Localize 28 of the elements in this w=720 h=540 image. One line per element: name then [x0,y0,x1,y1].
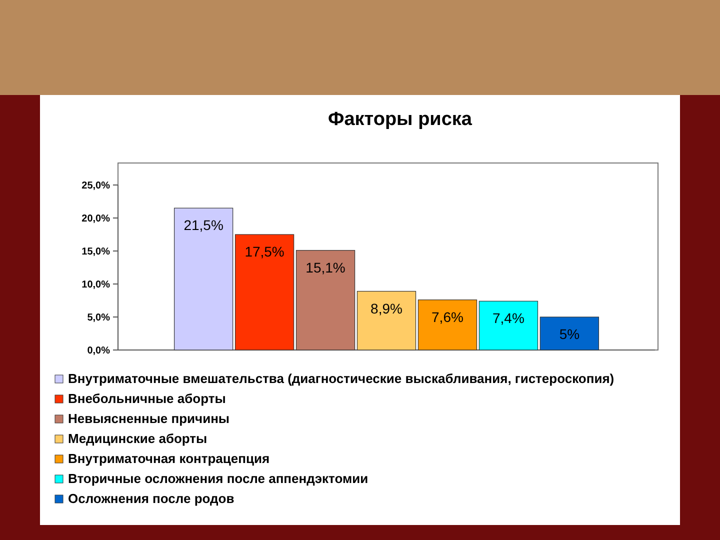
data-label: 7,4% [492,310,524,326]
y-tick-label: 20,0% [82,214,110,224]
data-label: 5% [559,326,580,342]
data-label: 8,9% [370,300,402,316]
y-tick-label: 5,0% [87,312,110,324]
legend-label: Вторичные осложнения после аппендэктомии [68,471,368,486]
y-tick-label: 10,0% [82,280,110,290]
bar [174,208,234,350]
bar [296,250,356,350]
bar [540,316,600,350]
data-label: 17,5% [244,244,284,260]
bar [478,300,538,350]
data-label: 21,5% [184,217,224,234]
data-label: 15,1% [306,259,346,276]
y-tick-label: 25,0% [82,180,110,192]
chart-title: Факторы риска [328,109,472,130]
y-tick-label: 15,0% [82,246,110,258]
legend-label: Внутриматочная контрацепция [68,451,270,466]
legend-label: Внутриматочные вмешательства (диагностические выскабливания, гистероскопия) [68,371,614,386]
data-label: 7,6% [432,308,464,325]
bar [418,300,478,350]
bar [234,234,294,350]
y-tick-label: 0,0% [87,346,110,356]
legend-label: Внебольничные аборты [68,391,226,406]
bar [356,290,416,350]
legend-label: Невыясненные причины [68,411,230,426]
legend-label: Медицинские аборты [68,431,208,446]
legend-label: Осложнения после родов [68,491,234,506]
